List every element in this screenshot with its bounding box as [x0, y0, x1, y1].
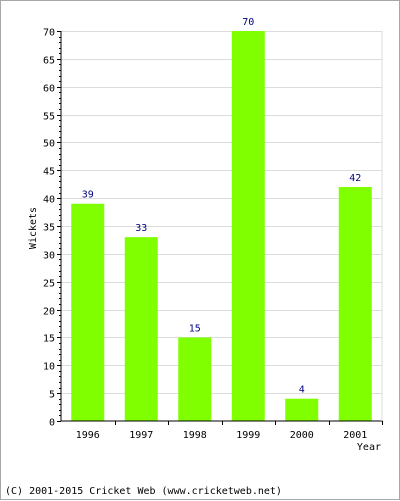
- data-label: 4: [299, 385, 305, 396]
- bars: [71, 31, 372, 421]
- x-tick-label: 1999: [236, 430, 260, 441]
- y-ticks: 0 5 10 15 20 25 30 35 40 45 50 55 60 65 70: [43, 28, 61, 429]
- bar-2001: [338, 187, 372, 421]
- y-tick-label: 45: [43, 167, 55, 178]
- y-tick-label: 5: [49, 390, 55, 401]
- y-tick-label: 25: [43, 279, 55, 290]
- y-tick-label: 65: [43, 56, 55, 67]
- bar-1999: [231, 31, 265, 421]
- copyright-text: (C) 2001-2015 Cricket Web (www.cricketwe…: [5, 486, 282, 497]
- y-tick-label: 55: [43, 112, 55, 123]
- data-labels: 39 33 15 70 4 42: [82, 17, 362, 396]
- x-tick-label: 1998: [183, 430, 207, 441]
- y-tick-label: 70: [43, 28, 55, 39]
- grid-lines: [61, 31, 382, 394]
- x-axis-label: Year: [357, 442, 381, 453]
- x-tick-labels: 1996 1997 1998 1999 2000 2001: [76, 421, 383, 441]
- y-tick-label: 50: [43, 139, 55, 150]
- data-label: 33: [135, 223, 147, 234]
- data-label: 39: [82, 190, 94, 201]
- y-tick-label: 0: [49, 418, 55, 429]
- bar-1998: [178, 337, 212, 421]
- data-label: 70: [242, 17, 254, 28]
- bar-2000: [285, 398, 319, 421]
- data-label: 15: [189, 323, 201, 334]
- y-tick-label: 30: [43, 251, 55, 262]
- x-tick-label: 1997: [129, 430, 153, 441]
- bar-1997: [124, 237, 158, 421]
- y-tick-label: 60: [43, 84, 55, 95]
- y-axis-label: Wickets: [28, 207, 39, 249]
- data-label: 42: [349, 173, 361, 184]
- x-tick-label: 2000: [290, 430, 314, 441]
- x-tick-label: 2001: [343, 430, 367, 441]
- y-tick-label: 40: [43, 195, 55, 206]
- y-tick-label: 20: [43, 307, 55, 318]
- y-tick-label: 15: [43, 334, 55, 345]
- y-tick-label: 35: [43, 223, 55, 234]
- x-tick-label: 1996: [76, 430, 100, 441]
- bar-1996: [71, 203, 105, 421]
- y-tick-label: 10: [43, 362, 55, 373]
